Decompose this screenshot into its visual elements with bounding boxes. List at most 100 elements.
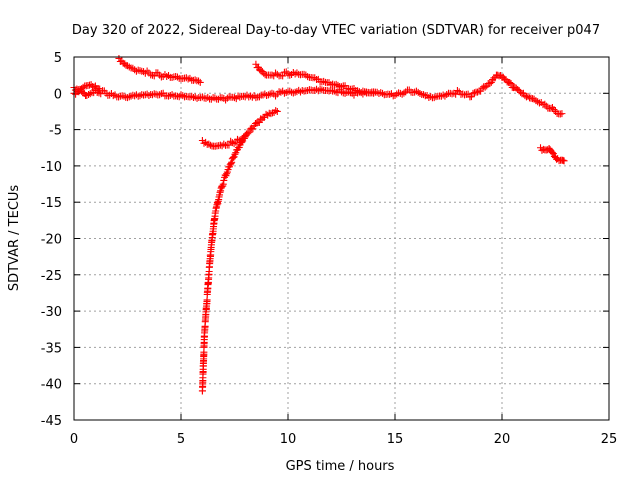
x-tick-label: 10 [280, 432, 297, 447]
y-tick-label: -25 [41, 269, 62, 284]
data-point [400, 89, 408, 97]
y-tick-label: 5 [54, 51, 62, 66]
data-point [95, 89, 103, 97]
y-tick-label: -15 [41, 196, 62, 211]
data-point [359, 87, 367, 95]
data-point [206, 141, 214, 149]
data-point [534, 98, 542, 106]
data-point [191, 76, 199, 84]
data-point [370, 88, 378, 96]
data-point [96, 85, 104, 93]
data-point [125, 93, 133, 101]
x-tick-label: 15 [387, 432, 404, 447]
data-point [318, 86, 326, 94]
data-point [231, 150, 239, 158]
data-point [548, 148, 556, 156]
data-point [443, 91, 451, 99]
data-point [145, 91, 153, 99]
data-point [255, 93, 263, 101]
data-point [200, 139, 208, 147]
data-point [332, 80, 340, 88]
data-point [478, 84, 486, 92]
x-tick-label: 20 [494, 432, 511, 447]
data-point [273, 107, 281, 115]
data-point [86, 90, 94, 98]
data-point [228, 158, 236, 166]
data-point [148, 71, 156, 79]
data-point [547, 104, 555, 112]
data-point [311, 74, 319, 82]
y-tick-label: 0 [54, 87, 62, 102]
data-point [467, 93, 475, 101]
data-point [270, 108, 278, 116]
data-point [264, 91, 272, 99]
data-point [481, 83, 489, 91]
data-point [272, 107, 280, 115]
data-point [168, 91, 176, 99]
data-point [214, 95, 222, 103]
data-point [296, 88, 304, 96]
data-point [163, 72, 171, 80]
data-point [196, 78, 204, 86]
data-point [252, 94, 260, 102]
chart-title: Day 320 of 2022, Sidereal Day-to-day VTE… [72, 23, 600, 38]
data-point [521, 92, 529, 100]
data-point [330, 87, 338, 95]
data-point [227, 160, 235, 168]
data-point [223, 170, 231, 178]
y-tick-label: -20 [41, 233, 62, 248]
data-point [230, 140, 238, 148]
x-tick-label: 5 [177, 432, 185, 447]
data-point [368, 89, 376, 97]
x-axis-label: GPS time / hours [286, 459, 395, 474]
y-tick-label: -40 [41, 378, 62, 393]
plot-frame [73, 56, 610, 421]
data-point [220, 140, 228, 148]
data-point [453, 87, 461, 95]
data-point [279, 72, 287, 80]
data-point [184, 75, 192, 83]
data-point [220, 176, 228, 184]
data-point [136, 92, 144, 100]
data-point [262, 110, 270, 118]
data-point [507, 80, 515, 88]
data-point [477, 87, 485, 95]
data-point [267, 110, 275, 118]
data-point [223, 94, 231, 102]
data-point [245, 128, 253, 136]
data-point [273, 70, 281, 78]
data-point [282, 68, 290, 76]
y-tick-label: -45 [41, 414, 62, 429]
data-point [272, 69, 280, 77]
y-tick-label: -35 [41, 341, 62, 356]
data-point [469, 89, 477, 97]
data-point [391, 91, 399, 99]
data-point [195, 77, 203, 85]
data-point [341, 89, 349, 97]
data-point [249, 125, 257, 133]
data-point [120, 92, 128, 100]
data-point [416, 90, 424, 98]
data-point [202, 94, 210, 102]
y-tick-label: -5 [49, 124, 62, 139]
y-axis-label: SDTVAR / TECUs [7, 185, 22, 292]
data-point [386, 90, 394, 98]
data-point [412, 87, 420, 95]
data-point [558, 110, 566, 118]
data-point [338, 83, 345, 91]
data-point [173, 73, 181, 81]
data-point [320, 77, 328, 85]
data-point [430, 94, 438, 102]
data-point [293, 69, 301, 77]
data-points [70, 54, 568, 395]
data-point [560, 157, 568, 165]
data-point [316, 85, 324, 93]
data-point [304, 73, 312, 81]
y-tick-label: -10 [41, 160, 62, 175]
data-point [156, 91, 164, 99]
data-point [140, 68, 148, 76]
data-point [284, 70, 292, 78]
data-point [506, 79, 514, 87]
x-tick-label: 25 [601, 432, 618, 447]
